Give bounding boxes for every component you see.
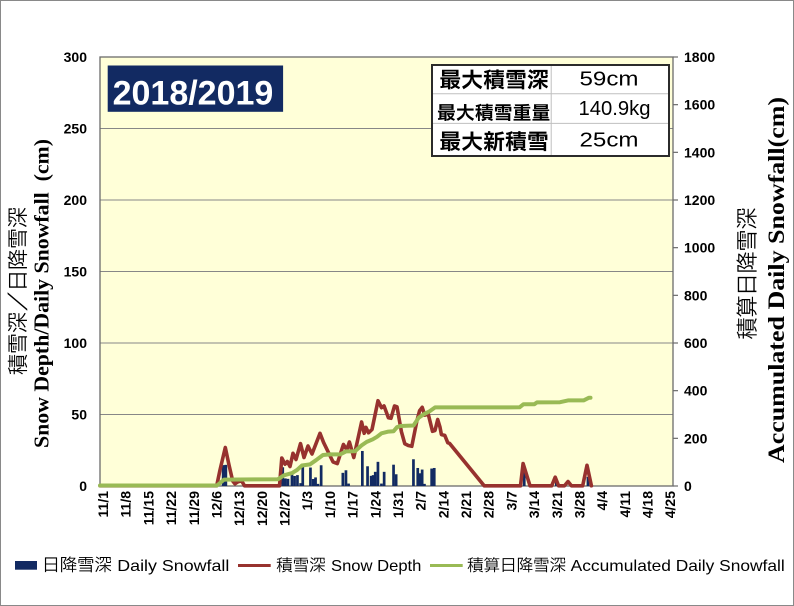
svg-text:12/6: 12/6 xyxy=(208,491,224,518)
svg-text:1/24: 1/24 xyxy=(367,491,383,518)
svg-text:150: 150 xyxy=(64,264,88,280)
svg-text:11/1: 11/1 xyxy=(95,491,111,518)
svg-text:12/13: 12/13 xyxy=(231,491,247,526)
svg-text:400: 400 xyxy=(684,383,708,399)
svg-text:4/18: 4/18 xyxy=(640,491,656,518)
svg-text:Snow Depth: Snow Depth xyxy=(331,558,421,575)
svg-text:Daily Snowfall: Daily Snowfall xyxy=(117,558,229,575)
svg-text:50: 50 xyxy=(71,407,87,423)
svg-text:1400: 1400 xyxy=(684,144,715,160)
svg-text:300: 300 xyxy=(64,49,88,65)
svg-text:2/28: 2/28 xyxy=(481,491,497,518)
svg-text:Accumulated Daily Snowfall(cm): Accumulated Daily Snowfall(cm) xyxy=(764,97,789,463)
svg-text:1000: 1000 xyxy=(684,240,715,256)
svg-text:11/15: 11/15 xyxy=(140,491,156,525)
svg-text:Accumulated Daily Snowfall: Accumulated Daily Snowfall xyxy=(571,558,785,575)
svg-text:1/17: 1/17 xyxy=(345,491,361,518)
svg-text:12/27: 12/27 xyxy=(277,491,293,526)
svg-text:59cm: 59cm xyxy=(580,69,639,91)
svg-text:11/29: 11/29 xyxy=(186,491,202,525)
svg-text:3/14: 3/14 xyxy=(526,491,542,518)
svg-text:0: 0 xyxy=(684,478,692,494)
svg-text:200: 200 xyxy=(64,192,88,208)
svg-text:11/22: 11/22 xyxy=(163,491,179,525)
svg-text:800: 800 xyxy=(684,287,708,303)
svg-text:1/3: 1/3 xyxy=(299,491,315,511)
svg-text:1800: 1800 xyxy=(684,49,715,65)
svg-text:600: 600 xyxy=(684,335,708,351)
svg-text:200: 200 xyxy=(684,430,708,446)
svg-text:250: 250 xyxy=(64,121,88,137)
svg-text:25cm: 25cm xyxy=(580,130,639,152)
svg-text:2/14: 2/14 xyxy=(435,491,451,518)
svg-text:1/10: 1/10 xyxy=(322,491,338,518)
svg-text:1600: 1600 xyxy=(684,97,715,113)
svg-text:140.9kg: 140.9kg xyxy=(579,98,651,120)
svg-text:100: 100 xyxy=(64,335,88,351)
svg-text:3/28: 3/28 xyxy=(572,491,588,518)
svg-text:0: 0 xyxy=(79,478,87,494)
svg-text:2/7: 2/7 xyxy=(413,491,429,511)
svg-text:1200: 1200 xyxy=(684,192,715,208)
svg-text:2/21: 2/21 xyxy=(458,491,474,518)
svg-text:4/11: 4/11 xyxy=(617,491,633,518)
svg-text:4/4: 4/4 xyxy=(594,491,610,511)
svg-text:1/31: 1/31 xyxy=(390,491,406,518)
svg-text:12/20: 12/20 xyxy=(254,491,270,526)
svg-text:Snow Depth/Daily Snowfall (cm): Snow Depth/Daily Snowfall (cm) xyxy=(30,139,54,448)
svg-text:4/25: 4/25 xyxy=(662,491,678,518)
svg-text:3/7: 3/7 xyxy=(503,491,519,511)
svg-text:11/8: 11/8 xyxy=(118,491,134,518)
svg-text:2018/2019: 2018/2019 xyxy=(113,75,274,113)
svg-text:3/21: 3/21 xyxy=(549,491,565,518)
